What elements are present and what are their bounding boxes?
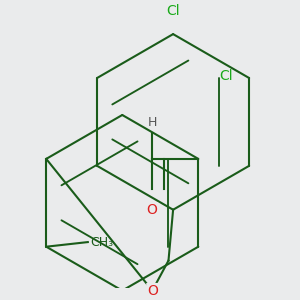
Text: H: H: [147, 116, 157, 129]
Text: Cl: Cl: [219, 69, 233, 83]
Text: Cl: Cl: [166, 4, 180, 18]
Text: O: O: [147, 284, 158, 298]
Text: O: O: [147, 203, 158, 217]
Text: CH₃: CH₃: [90, 236, 113, 249]
